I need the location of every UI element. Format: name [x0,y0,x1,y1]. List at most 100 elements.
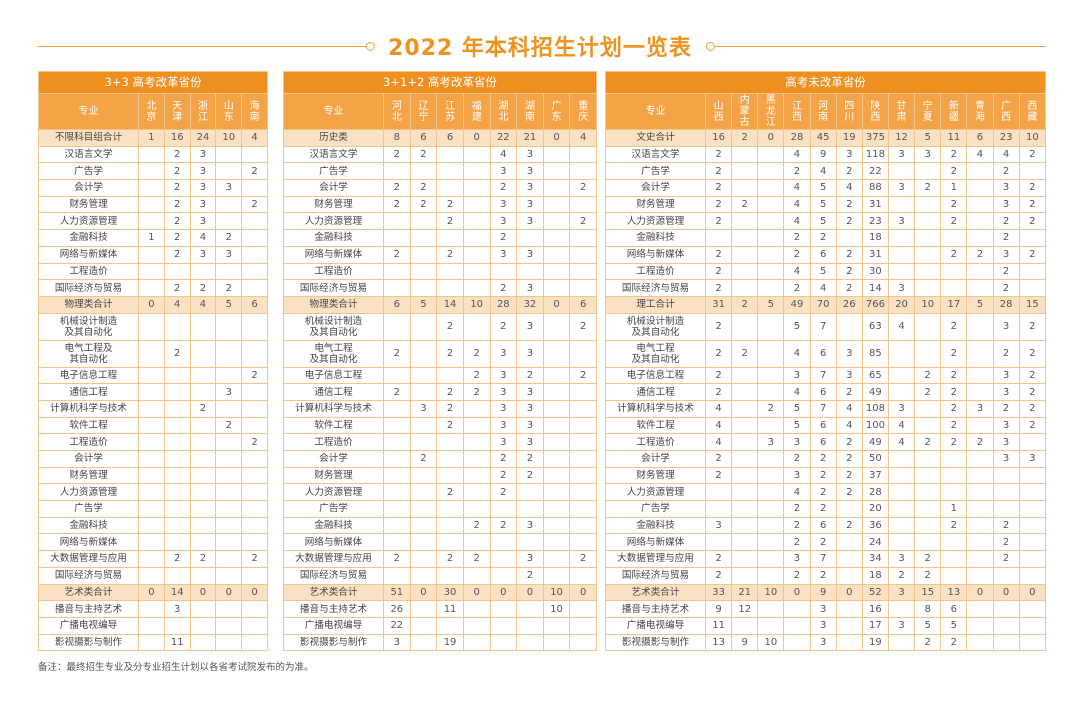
quota-cell: 2 [914,179,942,197]
quota-cell: 2 [1018,145,1047,164]
quota-cell: 2 [516,466,544,485]
quota-cell: 2 [409,450,438,468]
major-name: 财务管理 [605,466,706,485]
quota-cell [383,450,411,468]
major-name: 金融科技 [605,516,706,535]
quota-cell [409,500,438,518]
quota-cell [731,450,759,468]
quota-cell [189,450,217,468]
quota-cell: 36 [861,516,889,535]
quota-cell: 4 [887,433,916,451]
quota-cell: 63 [861,312,889,341]
table-row: 电子信息工程 2 [38,366,268,385]
quota-cell [914,450,942,468]
quota-cell [138,616,165,635]
quota-cell: 22 [861,162,889,181]
quota-cell [940,262,968,281]
quota-cell [241,483,268,502]
quota-cell: 20 [861,500,889,518]
quota-cell: 2 [436,212,464,231]
quota-cell: 2 [1018,212,1047,231]
subtotal-row: 艺术类合计 51 0 30 0 0 0 10 0 [283,583,597,602]
quota-cell [1018,466,1047,485]
quota-cell: 108 [861,399,889,418]
quota-cell [992,466,1020,485]
quota-cell [914,466,942,485]
subtotal-row: 不限科目组合计 1 16 24 10 4 [38,129,268,147]
quota-cell [163,566,191,585]
table-row: 会计学 2 2 2 2 50 3 3 [605,450,1047,468]
quota-cell: 2 [809,566,837,585]
quota-cell [516,633,544,652]
quota-cell [409,383,438,401]
major-name: 软件工程 [38,416,139,435]
quota-cell: 0 [138,583,165,602]
quota-cell [914,279,942,297]
quota-cell: 2 [809,466,837,485]
table-row: 大数据管理与应用 2 3 7 34 3 2 2 [605,550,1047,568]
quota-cell [569,339,597,368]
quota-cell [436,450,464,468]
quota-cell: 4 [835,179,863,197]
quota-cell [966,616,994,635]
quota-cell [542,145,571,164]
quota-cell: 2 [704,279,733,297]
quota-cell [189,312,217,341]
table-row: 广播电视编导 [38,616,268,635]
quota-cell: 2 [516,366,544,385]
quota-cell [138,399,165,418]
quota-cell [757,229,785,247]
group-header-row: 高考未改革省份 [605,71,1046,94]
quota-cell [163,383,191,401]
quota-cell [241,399,268,418]
quota-cell [704,500,733,518]
table-row: 人力资源管理 2 3 [38,212,268,231]
major-name: 财务管理 [38,195,139,214]
quota-cell [992,500,1020,518]
quota-cell [462,500,491,518]
quota-cell: 3 [189,195,217,214]
table-row: 人力资源管理 [38,483,268,502]
quota-cell: 2 [809,450,837,468]
quota-cell: 3 [489,433,518,451]
quota-cell [731,483,759,502]
quota-cell [436,533,464,552]
table-row: 广播电视编导 22 [283,616,597,635]
quota-cell: 2 [462,383,491,401]
quota-cell [462,262,491,281]
quota-cell: 4 [163,295,191,314]
quota-cell: 2 [704,179,733,197]
quota-cell: 14 [436,295,464,314]
major-name: 电气工程 及其自动化 [605,339,706,368]
quota-cell [383,500,411,518]
quota-cell: 10 [215,129,243,147]
quota-cell [409,433,438,451]
quota-cell: 2 [783,516,811,535]
quota-cell: 2 [914,366,942,385]
quota-cell [409,483,438,502]
quota-cell: 16 [163,129,191,147]
quota-cell: 4 [887,312,916,341]
major-name: 人力资源管理 [605,483,706,502]
quota-cell: 3 [516,339,544,368]
quota-cell: 23 [992,129,1020,147]
quota-cell: 30 [861,262,889,281]
quota-cell: 28 [489,295,518,314]
quota-cell: 3 [992,433,1020,451]
quota-cell [462,600,491,618]
quota-cell: 0 [516,583,544,602]
quota-cell [163,433,191,451]
quota-cell: 65 [861,366,889,385]
quota-cell [138,279,165,297]
quota-cell: 6 [809,516,837,535]
quota-cell [542,383,571,401]
major-name: 人力资源管理 [283,212,384,231]
quota-cell: 7 [809,550,837,568]
quota-cell [462,312,491,341]
major-name: 国际经济与贸易 [605,566,706,585]
major-name: 艺术类合计 [605,583,706,602]
quota-cell [966,195,994,214]
footnote: 备注：最终招生专业及分专业招生计划以各省考试院发布的为准。 [38,662,314,673]
quota-cell: 0 [783,583,811,602]
major-name: 国际经济与贸易 [38,566,139,585]
